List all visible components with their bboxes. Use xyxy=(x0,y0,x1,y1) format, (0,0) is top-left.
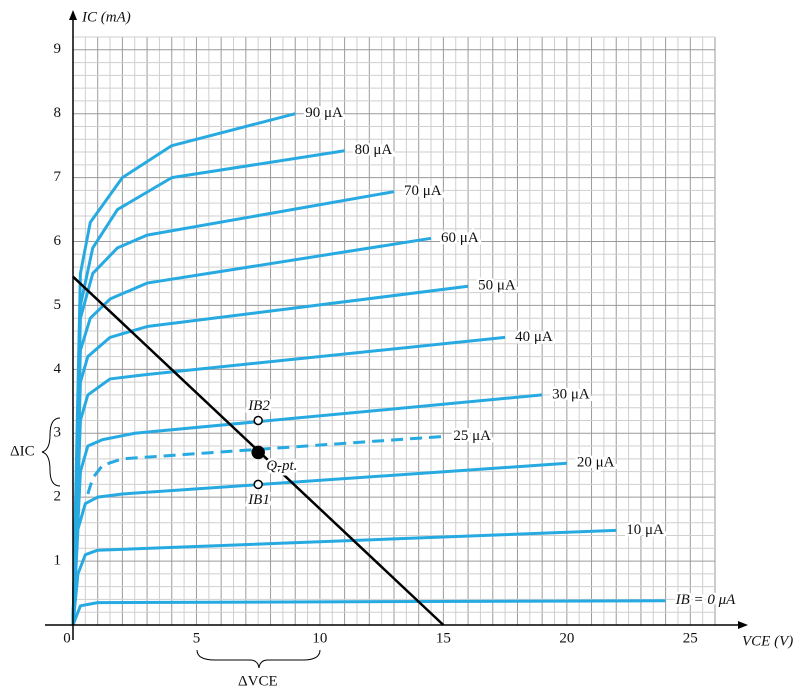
y-arrow xyxy=(69,10,77,20)
curve xyxy=(71,112,296,626)
point xyxy=(253,415,263,426)
grid xyxy=(72,36,716,626)
y-tick-label: 2 xyxy=(54,489,62,505)
point xyxy=(251,445,265,460)
y-tick-label: 5 xyxy=(54,297,62,313)
curve-label: 90 μA xyxy=(305,105,343,121)
x-tick-label: 5 xyxy=(193,630,201,646)
x-axis-label: VCE (V) xyxy=(742,633,793,649)
x-tick-label: 20 xyxy=(559,630,574,646)
x-tick-label: 0 xyxy=(63,630,71,646)
point-label: Q-pt. xyxy=(266,458,297,474)
delta-vce-label: ΔVCE xyxy=(238,673,278,689)
curve-label: 50 μA xyxy=(478,278,516,294)
x-tick-label: 25 xyxy=(683,630,698,646)
delta-vce-brace xyxy=(196,649,321,669)
curve-label: IB = 0 μA xyxy=(675,592,737,608)
y-tick-label: 4 xyxy=(54,361,62,377)
y-tick-label: 3 xyxy=(54,425,62,441)
curve xyxy=(71,393,543,626)
delta-ic-label: ΔIC xyxy=(10,443,35,459)
curve xyxy=(71,528,617,626)
curve-label: 30 μA xyxy=(552,386,590,402)
x-tick-label: 15 xyxy=(436,630,451,646)
curve xyxy=(86,434,444,495)
point-label: IB1 xyxy=(247,492,270,508)
point xyxy=(253,479,263,490)
curve-label: 70 μA xyxy=(404,183,442,199)
y-axis-label: IC (mA) xyxy=(81,9,131,25)
curve xyxy=(71,599,666,626)
x-tick-label: 10 xyxy=(312,630,327,646)
x-arrow xyxy=(738,621,748,629)
y-tick-label: 7 xyxy=(54,169,62,185)
y-tick-label: 9 xyxy=(54,41,62,57)
y-tick-label: 8 xyxy=(54,105,62,121)
plot xyxy=(71,112,666,626)
delta-ic-brace xyxy=(41,417,61,487)
curve-label: 25 μA xyxy=(453,428,491,444)
curve-label: 20 μA xyxy=(577,455,615,471)
y-tick-label: 6 xyxy=(54,233,62,249)
curve-label: 40 μA xyxy=(515,329,553,345)
y-tick-label: 1 xyxy=(54,553,62,569)
curve-label: 60 μA xyxy=(441,230,479,246)
point-label: IB2 xyxy=(247,398,270,414)
curve-label: 80 μA xyxy=(355,142,393,158)
curve-label: 10 μA xyxy=(626,522,664,538)
